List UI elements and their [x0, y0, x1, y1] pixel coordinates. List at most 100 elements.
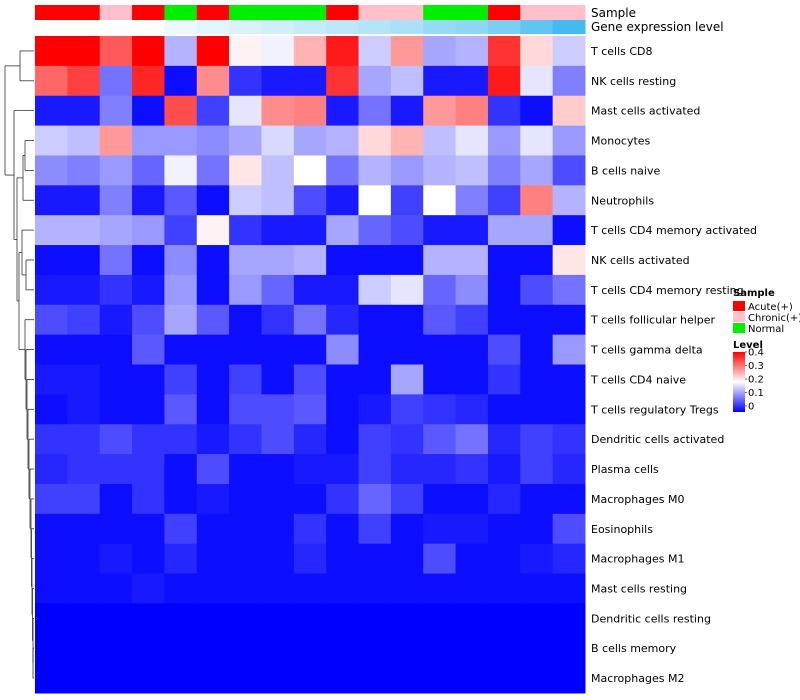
heatmap-cell [390, 573, 424, 604]
sample-annotation-cell [196, 5, 230, 20]
heatmap-cell [423, 364, 457, 395]
heatmap-cell [261, 424, 295, 455]
legend-swatch [733, 323, 745, 333]
heatmap-cell [67, 155, 101, 186]
heatmap-cell [293, 543, 327, 575]
heatmap-cell [261, 185, 295, 216]
sample-annotation-cell [487, 5, 521, 20]
heatmap-cell [326, 155, 360, 186]
heatmap-cell [261, 334, 295, 365]
heatmap-cell [423, 483, 457, 515]
heatmap-cell [293, 334, 327, 365]
heatmap-cell [261, 663, 295, 694]
heatmap-cell [358, 573, 392, 604]
heatmap-cell [196, 245, 230, 276]
heatmap-cell [423, 185, 457, 216]
heatmap-cell [261, 573, 295, 604]
heatmap-cell [390, 155, 424, 186]
heatmap-cell [99, 603, 133, 634]
heatmap-cell [552, 245, 586, 276]
heatmap-cell [164, 543, 198, 575]
expression-annotation-cell [261, 20, 295, 34]
heatmap-cell [99, 155, 133, 186]
heatmap-cell [132, 424, 165, 455]
heatmap-cell [390, 185, 424, 216]
heatmap-cell [358, 334, 392, 365]
heatmap-cell [132, 95, 165, 127]
heatmap-cell [390, 95, 424, 127]
heatmap-cell [196, 633, 230, 664]
heatmap-cell [455, 185, 489, 216]
expression-annotation-cell [164, 20, 198, 34]
heatmap-cell [67, 394, 101, 425]
heatmap-cell [455, 424, 489, 455]
heatmap-cell [229, 603, 262, 634]
heatmap-cell [358, 513, 392, 545]
legend-entry-label: Normal [748, 324, 784, 335]
heatmap-cell [487, 663, 521, 694]
heatmap-cell [293, 394, 327, 425]
heatmap-cell [390, 334, 424, 365]
heatmap-cell [487, 155, 521, 186]
heatmap-cell [423, 125, 457, 156]
heatmap-cell [455, 36, 489, 67]
row-dendrogram [4, 50, 34, 679]
heatmap-cell [261, 483, 295, 515]
heatmap-cell [487, 215, 521, 246]
heatmap-cell [229, 663, 262, 694]
heatmap-cell [520, 274, 554, 306]
heatmap-cell [520, 454, 554, 485]
heatmap-cell [67, 603, 101, 634]
heatmap-cell [487, 513, 521, 545]
heatmap-cell [261, 215, 295, 246]
heatmap-cell [520, 36, 554, 67]
heatmap-cell [196, 513, 230, 545]
heatmap-cell [552, 364, 586, 395]
heatmap-cell [164, 364, 198, 395]
heatmap-cell [67, 215, 101, 246]
heatmap-cell [520, 483, 554, 515]
row-label: Eosinophils [591, 523, 653, 536]
heatmap-cell [390, 304, 424, 336]
heatmap-cell [35, 603, 68, 634]
heatmap-cell [423, 245, 457, 276]
heatmap-cell [196, 663, 230, 694]
heatmap-cell [423, 543, 457, 575]
heatmap-cell [455, 543, 489, 575]
heatmap-cell [326, 364, 360, 395]
heatmap-cell [99, 483, 133, 515]
heatmap-cell [326, 185, 360, 216]
heatmap-cell [423, 603, 457, 634]
heatmap-cell [196, 483, 230, 515]
sample-annotation-cell [67, 5, 101, 20]
heatmap-cell [132, 483, 165, 515]
heatmap-cell [423, 663, 457, 694]
heatmap-cells [35, 36, 586, 694]
heatmap-cell [132, 513, 165, 545]
heatmap-cell [487, 603, 521, 634]
heatmap-cell [132, 573, 165, 604]
sample-annotation-cell [293, 5, 327, 20]
heatmap-cell [35, 185, 68, 216]
expression-annotation-cell [99, 20, 133, 34]
heatmap-cell [487, 65, 521, 97]
heatmap-cell [293, 155, 327, 186]
heatmap-cell [293, 364, 327, 395]
heatmap-cell [552, 603, 586, 634]
heatmap-cell [132, 215, 165, 246]
heatmap-cell [455, 603, 489, 634]
heatmap-cell [67, 633, 101, 664]
heatmap-cell [132, 543, 165, 575]
heatmap-cell [520, 65, 554, 97]
heatmap-cell [35, 334, 68, 365]
heatmap-cell [455, 573, 489, 604]
sample-annotation-cell [99, 5, 133, 20]
heatmap-cell [455, 364, 489, 395]
heatmap-cell [67, 364, 101, 395]
sample-annotation-cell [229, 5, 262, 20]
heatmap-cell [229, 65, 262, 97]
heatmap-cell [99, 65, 133, 97]
row-label: Dendritic cells activated [591, 433, 724, 446]
heatmap-cell [35, 543, 68, 575]
legend-tick-label: 0.3 [748, 361, 764, 372]
